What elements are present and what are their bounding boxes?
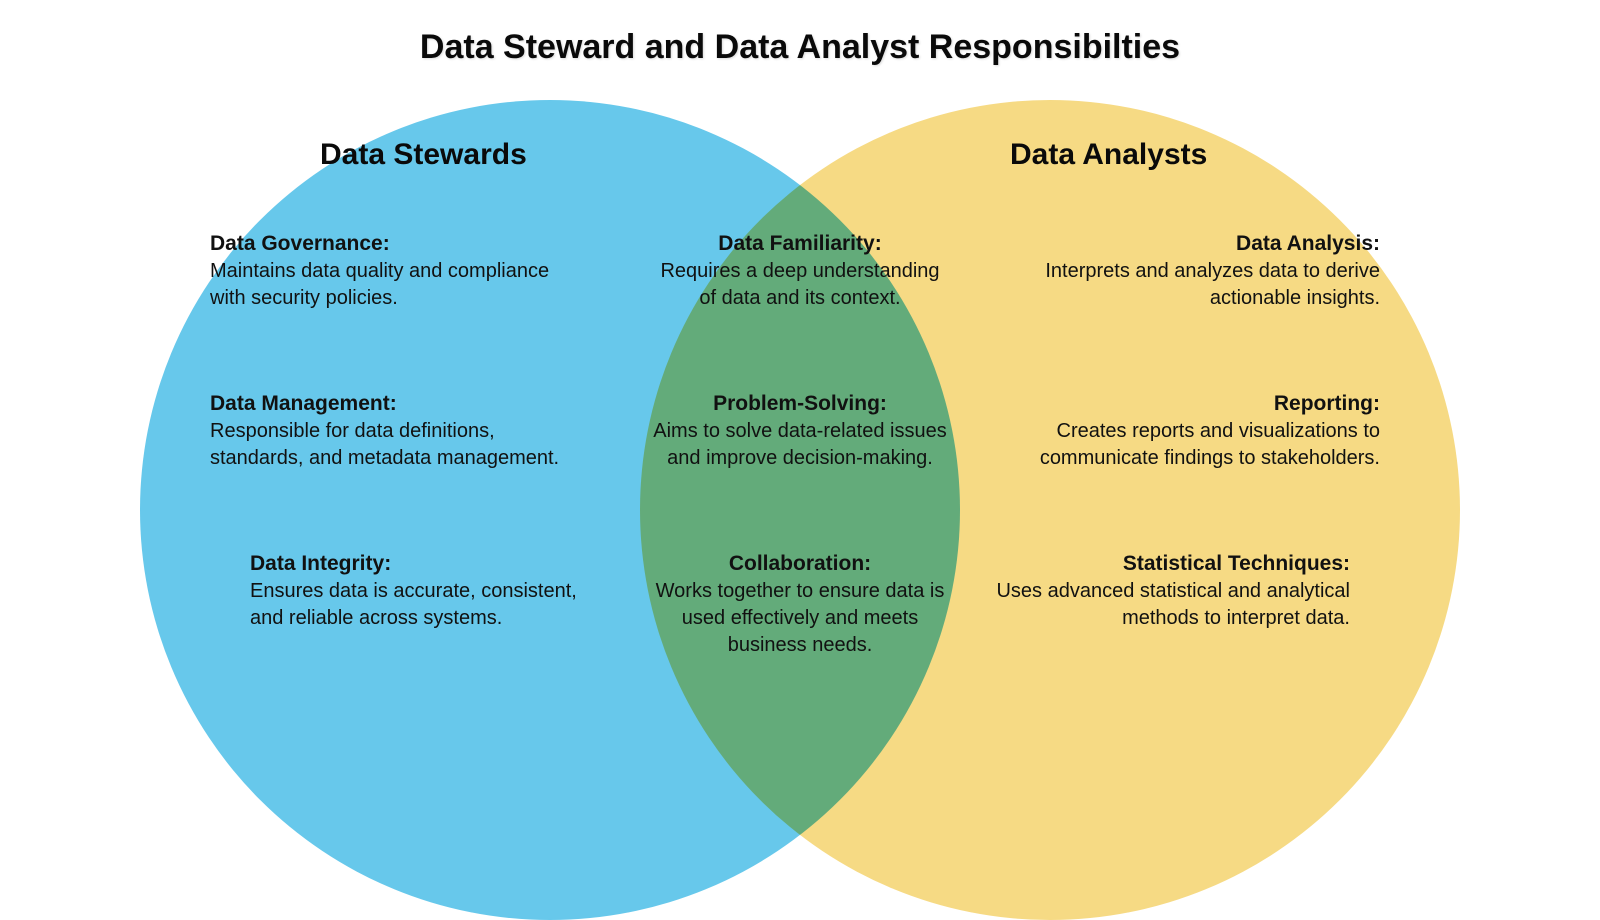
right-item-1-desc: Creates reports and visualizations to co… <box>1020 418 1380 472</box>
left-item-2: Data Integrity: Ensures data is accurate… <box>250 550 610 632</box>
left-heading: Data Stewards <box>320 138 527 172</box>
venn-diagram: Data Stewards Data Analysts Data Governa… <box>0 90 1600 900</box>
center-item-2-desc: Works together to ensure data is used ef… <box>650 578 950 659</box>
right-item-0-desc: Interprets and analyzes data to derive a… <box>1020 258 1380 312</box>
right-item-2-label: Statistical Techniques: <box>990 550 1350 578</box>
center-item-0-label: Data Familiarity: <box>650 230 950 258</box>
right-item-0: Data Analysis: Interprets and analyzes d… <box>1020 230 1380 312</box>
right-item-2: Statistical Techniques: Uses advanced st… <box>990 550 1350 632</box>
right-item-0-label: Data Analysis: <box>1020 230 1380 258</box>
venn-right-circle <box>640 100 1460 920</box>
center-item-1-label: Problem-Solving: <box>650 390 950 418</box>
right-heading: Data Analysts <box>1010 138 1207 172</box>
center-item-1-desc: Aims to solve data-related issues and im… <box>650 418 950 472</box>
left-item-1-desc: Responsible for data definitions, standa… <box>210 418 570 472</box>
center-item-0-desc: Requires a deep understanding of data an… <box>650 258 950 312</box>
left-item-1: Data Management: Responsible for data de… <box>210 390 570 472</box>
left-item-2-label: Data Integrity: <box>250 550 610 578</box>
left-item-0: Data Governance: Maintains data quality … <box>210 230 570 312</box>
left-item-1-label: Data Management: <box>210 390 570 418</box>
right-item-1: Reporting: Creates reports and visualiza… <box>1020 390 1380 472</box>
right-item-1-label: Reporting: <box>1020 390 1380 418</box>
left-item-0-label: Data Governance: <box>210 230 570 258</box>
center-item-2: Collaboration: Works together to ensure … <box>650 550 950 659</box>
left-item-2-desc: Ensures data is accurate, consistent, an… <box>250 578 610 632</box>
center-item-1: Problem-Solving: Aims to solve data-rela… <box>650 390 950 472</box>
left-item-0-desc: Maintains data quality and compliance wi… <box>210 258 570 312</box>
page-title: Data Steward and Data Analyst Responsibi… <box>0 28 1600 67</box>
right-item-2-desc: Uses advanced statistical and analytical… <box>990 578 1350 632</box>
center-item-0: Data Familiarity: Requires a deep unders… <box>650 230 950 312</box>
center-item-2-label: Collaboration: <box>650 550 950 578</box>
